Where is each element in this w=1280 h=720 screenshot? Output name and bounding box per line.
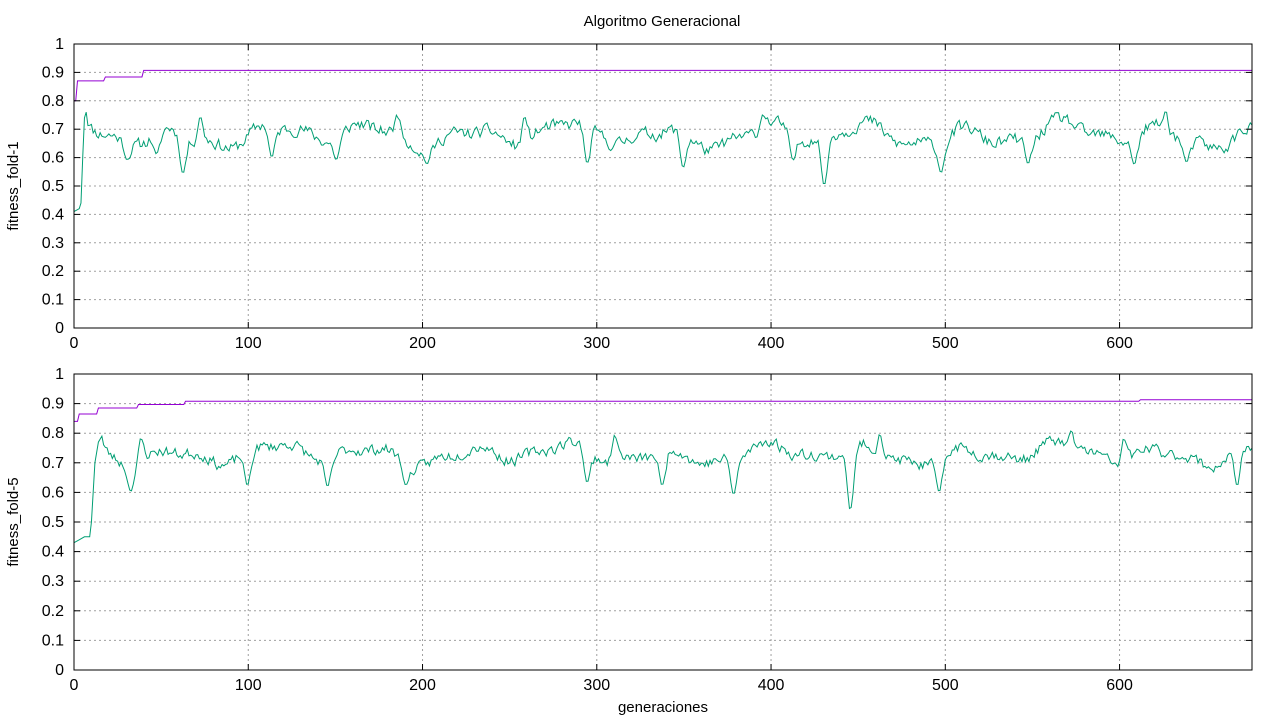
x-tick-label: 500 [932, 677, 959, 694]
x-tick-label: 300 [583, 335, 610, 352]
series-line-mean [73, 111, 1253, 212]
x-tick-label: 0 [70, 677, 79, 694]
x-tick-label: 100 [235, 677, 262, 694]
y-tick-label: 0.5 [42, 178, 64, 195]
y-tick-label: 0.7 [42, 121, 64, 138]
y-tick-label: 0.4 [42, 544, 64, 561]
y-tick-label: 0.9 [42, 64, 64, 81]
series-line-best [74, 69, 1252, 102]
x-tick-label: 0 [70, 335, 79, 352]
panel-2: 0 0.1 0.2 0.3 0.4 0.5 0.6 0.7 0.8 0.9 1 0 100 200 300 4… [5, 366, 1253, 716]
y-tick-label: 0.6 [42, 150, 64, 167]
x-tick-label: 600 [1106, 677, 1133, 694]
series-line-mean [73, 430, 1253, 544]
y-tick-label: 0.8 [42, 425, 64, 442]
y-tick-label: 0.3 [42, 573, 64, 590]
chart-title: Algoritmo Generacional [584, 13, 741, 30]
y-tick-label: 0 [55, 662, 64, 679]
y-tick-label: 0.4 [42, 206, 64, 223]
y-tick-label: 0.1 [42, 632, 64, 649]
y-tick-label: 1 [55, 366, 64, 383]
y-tick-label: 0.9 [42, 396, 64, 413]
series-line-best [74, 399, 1252, 422]
y-tick-label: 1 [55, 36, 64, 53]
y-tick-label: 0.7 [42, 455, 64, 472]
y-tick-label: 0.5 [42, 514, 64, 531]
x-tick-label: 500 [932, 335, 959, 352]
x-tick-label: 600 [1106, 335, 1133, 352]
y-tick-label: 0.6 [42, 484, 64, 501]
panels: 00.10.20.30.40.50.60.70.80.910 100 200 300 4… [5, 36, 1253, 716]
y-tick-label: 0.2 [42, 263, 64, 280]
y-axis-label: fitness_fold-5 [5, 477, 22, 566]
y-tick-label: 0.3 [42, 235, 64, 252]
y-tick-label: 0.1 [42, 292, 64, 309]
x-tick-label: 200 [409, 677, 436, 694]
x-tick-label: 300 [583, 677, 610, 694]
y-tick-label: 0.8 [42, 93, 64, 110]
x-tick-label: 100 [235, 335, 262, 352]
x-tick-label: 200 [409, 335, 436, 352]
y-tick-label: 0.2 [42, 603, 64, 620]
x-axis-label: generaciones [618, 699, 708, 716]
panel-1: 0 0.1 0.2 0.3 0.4 0.5 0.6 0.7 0.8 0.9 1 0 100 200 300 4… [5, 36, 1253, 352]
y-tick-label: 0 [55, 320, 64, 337]
y-axis-label: fitness_fold-1 [5, 141, 22, 230]
x-tick-label: 400 [758, 335, 785, 352]
x-tick-label: 400 [758, 677, 785, 694]
